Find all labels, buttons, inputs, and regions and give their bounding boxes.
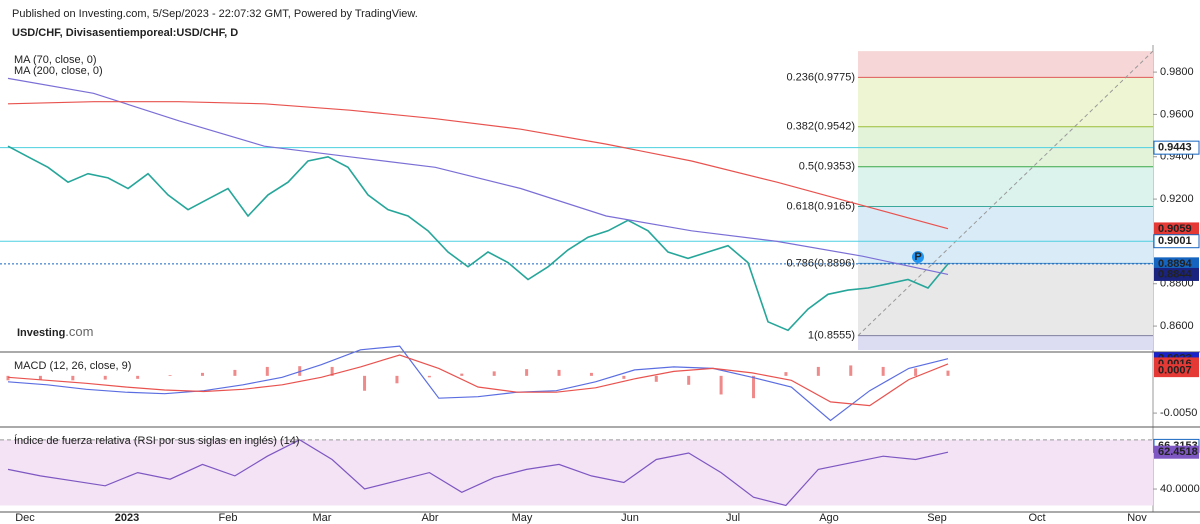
price-tag bbox=[1154, 257, 1199, 271]
y-tick-label: 0.9800 bbox=[1160, 66, 1194, 78]
series-line bbox=[7, 101, 949, 230]
series-line bbox=[7, 145, 949, 332]
macd-histogram-bar bbox=[136, 375, 140, 379]
x-tick-label: Ago bbox=[819, 512, 839, 524]
logo-main: Investing bbox=[17, 327, 65, 339]
x-tick-label: Oct bbox=[1028, 512, 1045, 524]
macd-histogram-bar bbox=[881, 366, 885, 376]
y-tick-label: 0.9200 bbox=[1160, 193, 1194, 205]
x-tick-label: Jul bbox=[726, 512, 740, 524]
fib-zone bbox=[858, 77, 1153, 127]
marker-p bbox=[912, 251, 924, 263]
pane-title: Índice de fuerza relativa (RSI por sus s… bbox=[14, 434, 300, 447]
fib-label: 1(0.8555) bbox=[808, 330, 855, 342]
macd-histogram-bar bbox=[784, 372, 788, 376]
macd-histogram-bar bbox=[687, 375, 691, 385]
marker-p-letter: P bbox=[914, 251, 921, 263]
fib-zone bbox=[858, 335, 1153, 350]
series-line bbox=[7, 345, 949, 422]
rsi-band bbox=[0, 439, 1153, 506]
macd-histogram-bar bbox=[168, 375, 172, 376]
price-tag-label: 0.9443 bbox=[1158, 142, 1192, 154]
symbol-title: USD/CHF, Divisasentiemporeal:USD/CHF, D bbox=[12, 27, 238, 39]
series-line bbox=[7, 77, 949, 275]
price-tag-label: 0.8894 bbox=[1158, 258, 1193, 270]
price-tag bbox=[1154, 364, 1199, 378]
macd-histogram-bar bbox=[946, 370, 950, 376]
price-tag bbox=[1154, 267, 1199, 281]
price-tag-label: 0.9059 bbox=[1158, 223, 1192, 235]
price-tag-label: 62.4518 bbox=[1158, 446, 1198, 458]
fib-trend bbox=[857, 50, 1154, 336]
fib-zone bbox=[858, 263, 1153, 336]
price-tag-label: 0.0007 bbox=[1158, 365, 1192, 377]
published-line: Published on Investing.com, 5/Sep/2023 -… bbox=[12, 8, 418, 20]
x-tick-label: Nov bbox=[1127, 512, 1147, 524]
x-tick-label: Dec bbox=[15, 512, 35, 524]
fib-label: 0.236(0.9775) bbox=[787, 71, 856, 83]
fib-label: 0.786(0.8896) bbox=[787, 257, 856, 269]
fib-zone bbox=[858, 126, 1153, 167]
macd-histogram-bar bbox=[427, 375, 431, 378]
macd-histogram-bar bbox=[914, 368, 918, 376]
logo-suffix: .com bbox=[65, 324, 93, 339]
fib-label: 0.5(0.9353) bbox=[799, 161, 855, 173]
macd-histogram-bar bbox=[38, 375, 42, 380]
macd-histogram-bar bbox=[654, 375, 658, 382]
price-tag bbox=[1154, 222, 1199, 236]
macd-histogram-bar bbox=[589, 372, 593, 376]
macd-histogram-bar bbox=[816, 366, 820, 376]
legend-entry: MA (200, close, 0) bbox=[14, 65, 103, 77]
fib-label: 0.618(0.9165) bbox=[787, 200, 856, 212]
y-tick-label: -0.0050 bbox=[1160, 407, 1197, 419]
price-tag-label: 0.8844 bbox=[1158, 268, 1193, 280]
price-tag bbox=[1153, 140, 1200, 155]
macd-histogram-bar bbox=[557, 369, 561, 376]
fib-zone bbox=[858, 166, 1153, 207]
macd-histogram-bar bbox=[460, 373, 464, 376]
macd-histogram-bar bbox=[6, 375, 10, 381]
x-tick-label: Feb bbox=[219, 512, 238, 524]
macd-histogram-bar bbox=[849, 365, 853, 376]
logo: Investing.com bbox=[17, 324, 93, 339]
x-tick-label: Sep bbox=[927, 512, 947, 524]
macd-histogram-bar bbox=[752, 375, 756, 399]
y-tick-label: 0.9600 bbox=[1160, 108, 1194, 120]
legend-entry: MA (70, close, 0) bbox=[14, 54, 97, 66]
macd-histogram-bar bbox=[525, 369, 529, 376]
fib-label: 0.382(0.9542) bbox=[787, 121, 856, 133]
macd-histogram-bar bbox=[265, 366, 269, 376]
x-tick-label: Mar bbox=[313, 512, 332, 524]
series-line bbox=[7, 439, 949, 507]
x-tick-label: Jun bbox=[621, 512, 639, 524]
macd-histogram-bar bbox=[298, 366, 302, 376]
macd-histogram-bar bbox=[71, 375, 75, 381]
price-tag-label: 0.9001 bbox=[1158, 235, 1192, 247]
pane-title: MACD (12, 26, close, 9) bbox=[14, 360, 131, 372]
macd-histogram-bar bbox=[200, 372, 204, 376]
price-tag bbox=[1154, 445, 1199, 459]
fib-zone bbox=[858, 206, 1153, 264]
series-line bbox=[7, 354, 949, 407]
y-tick-label: 0.8600 bbox=[1160, 320, 1194, 332]
macd-histogram-bar bbox=[233, 369, 237, 376]
price-tag bbox=[1153, 234, 1200, 249]
y-tick-label: 40.0000 bbox=[1160, 483, 1200, 495]
macd-histogram-bar bbox=[330, 366, 334, 376]
macd-histogram-bar bbox=[363, 375, 367, 391]
macd-histogram-bar bbox=[492, 371, 496, 376]
x-tick-label: 2023 bbox=[115, 512, 139, 524]
macd-histogram-bar bbox=[103, 375, 107, 380]
x-tick-label: Abr bbox=[421, 512, 438, 524]
macd-histogram-bar bbox=[395, 375, 399, 384]
macd-histogram-bar bbox=[622, 375, 626, 379]
macd-histogram-bar bbox=[719, 375, 723, 395]
x-tick-label: May bbox=[512, 512, 533, 524]
fib-zone bbox=[858, 51, 1153, 78]
